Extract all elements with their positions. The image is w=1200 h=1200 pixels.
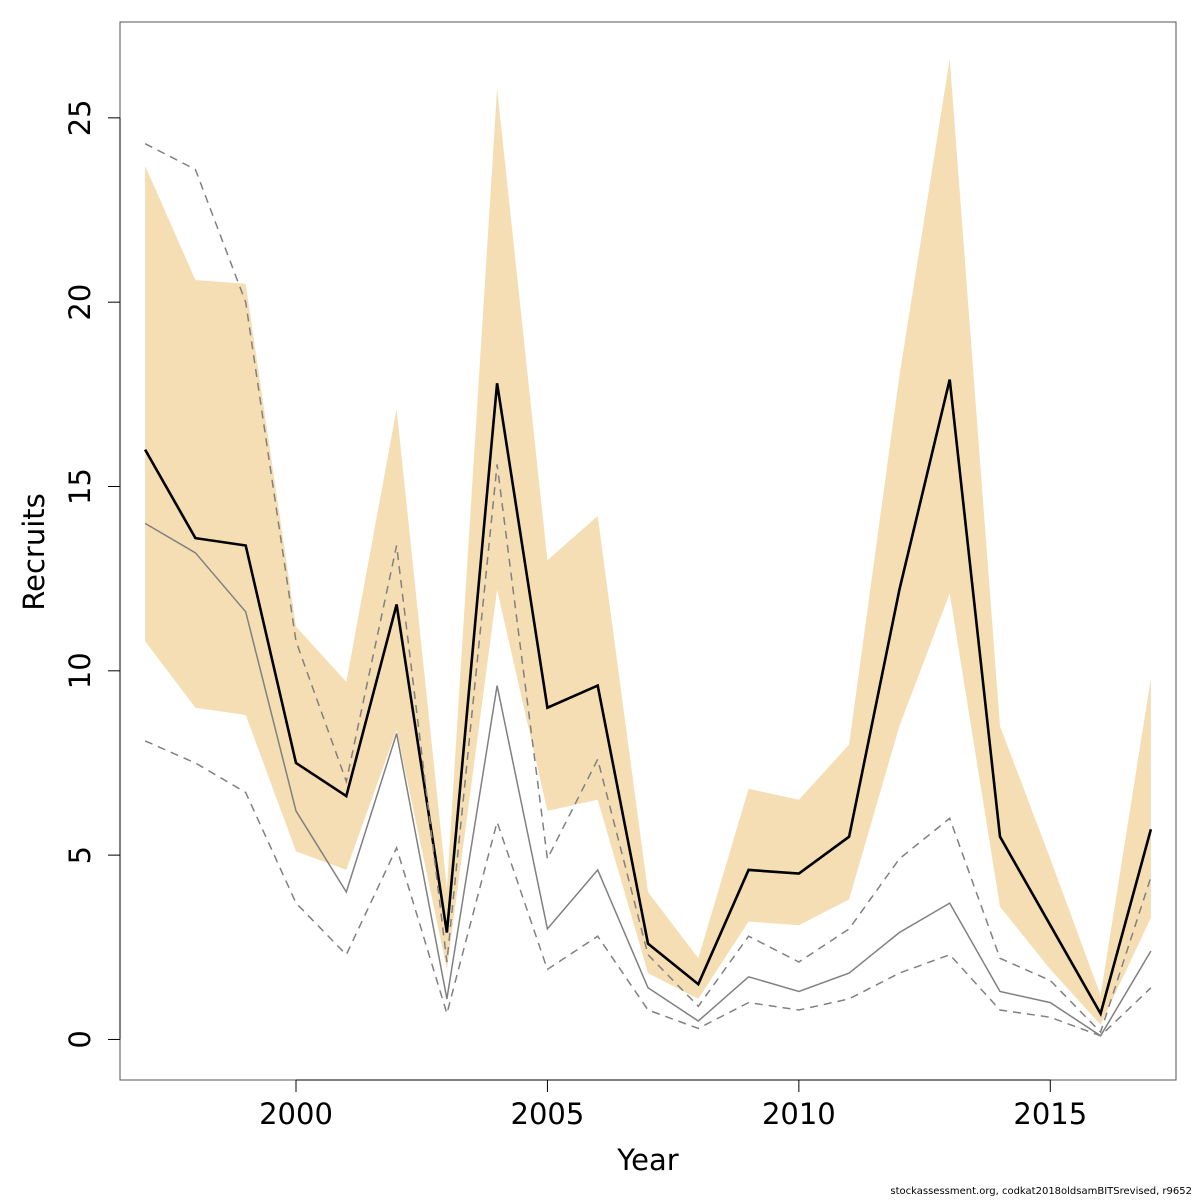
y-axis-title: Recruits xyxy=(17,493,51,610)
x-tick-label: 2010 xyxy=(762,1097,836,1131)
series-line-3 xyxy=(144,143,1152,1034)
confidence-band-layer xyxy=(145,58,1151,1025)
series-layer xyxy=(143,143,1153,1037)
y-axis: 0 5 10 15 20 25 xyxy=(63,99,121,1049)
series-line-2 xyxy=(144,522,1152,1037)
x-axis-title: Year xyxy=(616,1143,678,1177)
y-tick-label: 15 xyxy=(63,468,97,505)
y-tick-label: 25 xyxy=(63,99,97,136)
series-line-4 xyxy=(144,740,1152,1037)
series-line-1 xyxy=(143,379,1153,1017)
y-tick-label: 5 xyxy=(63,846,97,864)
x-tick-label: 2000 xyxy=(259,1097,333,1131)
footnote: stockassessment.org, codkat2018oldsamBIT… xyxy=(890,1186,1192,1197)
x-axis: 2000 2005 2010 2015 xyxy=(259,1079,1087,1131)
x-tick-label: 2015 xyxy=(1013,1097,1087,1131)
confidence-band xyxy=(145,58,1151,1025)
y-tick-label: 10 xyxy=(63,652,97,689)
y-tick-label: 0 xyxy=(63,1030,97,1048)
x-tick-label: 2005 xyxy=(511,1097,585,1131)
y-tick-label: 20 xyxy=(63,284,97,321)
